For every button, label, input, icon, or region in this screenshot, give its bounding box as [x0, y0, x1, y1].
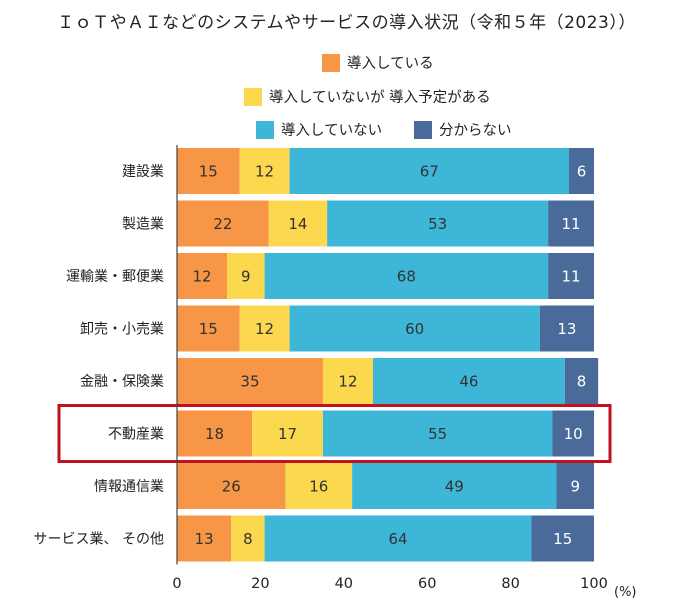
- bar-segment-r4-s1: [322, 358, 373, 404]
- bar-segment-r0-s0: [177, 148, 240, 194]
- bar-segment-r3-s2: [289, 305, 540, 352]
- data-label-r7-s0: 13: [195, 530, 214, 548]
- data-label-r2-s3: 11: [562, 268, 581, 286]
- chart-title: ＩｏＴやＡＩなどのシステムやサービスの導入状況（令和５年（2023））: [57, 13, 636, 33]
- bar-segment-r3-s3: [539, 305, 594, 352]
- data-label-r5-s2: 55: [428, 425, 447, 443]
- bar-segment-r2-s1: [227, 253, 265, 299]
- data-label-r7-s3: 15: [553, 530, 572, 548]
- legend-label-implemented: 導入している: [347, 56, 434, 72]
- data-label-r3-s1: 12: [255, 320, 274, 338]
- category-label-5: 不動産業: [108, 427, 164, 443]
- data-label-r0-s3: 6: [577, 163, 587, 181]
- category-label-1: 製造業: [122, 217, 164, 233]
- x-tick-label-5: 100: [580, 576, 608, 592]
- data-label-r0-s2: 67: [420, 163, 439, 181]
- bar-segment-r3-s1: [239, 305, 290, 352]
- bar-segment-r1-s0: [177, 200, 269, 247]
- data-label-r4-s3: 8: [577, 373, 587, 391]
- legend-label-planned: 導入していないが 導入予定がある: [269, 90, 491, 106]
- data-label-r0-s1: 12: [255, 163, 274, 181]
- legend-item-unknown: 分からない: [414, 119, 512, 140]
- data-label-r5-s0: 18: [205, 425, 224, 443]
- data-label-r6-s0: 26: [222, 478, 241, 496]
- bar-segment-r6-s0: [177, 463, 286, 509]
- x-tick-label-4: 80: [501, 576, 519, 592]
- bar-segment-r7-s1: [231, 515, 265, 562]
- bar-segment-r1-s1: [268, 200, 328, 247]
- legend-swatch-not-implemented: [256, 120, 274, 139]
- data-label-r3-s3: 13: [557, 320, 576, 338]
- bar-segment-r6-s1: [285, 463, 353, 509]
- bar-segment-r0-s1: [239, 148, 290, 194]
- data-label-r4-s0: 35: [240, 373, 259, 391]
- bar-segment-r3-s0: [177, 305, 240, 352]
- data-label-r2-s2: 68: [397, 268, 416, 286]
- category-label-2: 運輸業・郵便業: [66, 269, 164, 285]
- bar-segment-r1-s2: [327, 200, 549, 247]
- data-label-r1-s2: 53: [428, 215, 447, 233]
- category-label-4: 金融・保険業: [80, 374, 164, 390]
- x-tick-label-0: 0: [172, 576, 181, 592]
- x-tick-label-3: 60: [418, 576, 436, 592]
- category-label-3: 卸売・小売業: [80, 322, 164, 338]
- bar-segment-r7-s2: [264, 515, 532, 562]
- data-label-r4-s1: 12: [338, 373, 357, 391]
- bar-segment-r2-s3: [548, 253, 594, 299]
- legend-item-not-implemented: 導入していない: [256, 119, 382, 140]
- data-label-r3-s0: 15: [199, 320, 218, 338]
- data-label-r6-s3: 9: [570, 478, 580, 496]
- bar-segment-r5-s2: [322, 410, 553, 457]
- bar-segment-r7-s3: [531, 515, 594, 562]
- data-label-r7-s1: 8: [243, 530, 253, 548]
- legend-swatch-planned: [244, 87, 262, 106]
- legend-item-implemented: 導入している: [322, 52, 434, 73]
- unit-label: (%): [614, 585, 637, 600]
- bar-segment-r2-s2: [264, 253, 549, 299]
- category-label-7: サービス業、 その他: [34, 532, 164, 548]
- bar-segment-r5-s3: [552, 410, 594, 457]
- data-label-r0-s0: 15: [199, 163, 218, 181]
- data-label-r1-s3: 11: [562, 215, 581, 233]
- data-label-r4-s2: 46: [459, 373, 478, 391]
- legend-swatch-implemented: [322, 53, 340, 72]
- legend-item-planned: 導入していないが 導入予定がある: [244, 86, 491, 107]
- data-label-r2-s1: 9: [241, 268, 251, 286]
- bar-segment-r1-s3: [548, 200, 594, 247]
- bar-segment-r4-s0: [177, 358, 323, 404]
- bar-segment-r0-s2: [289, 148, 569, 194]
- bar-segment-r0-s3: [568, 148, 594, 194]
- data-label-r6-s1: 16: [309, 478, 328, 496]
- bar-segment-r5-s1: [252, 410, 323, 457]
- data-label-r6-s2: 49: [445, 478, 464, 496]
- data-label-r1-s1: 14: [288, 215, 307, 233]
- data-label-r7-s2: 64: [388, 530, 407, 548]
- bar-segment-r4-s3: [564, 358, 599, 404]
- bar-segment-r5-s0: [177, 410, 253, 457]
- highlight-box: [57, 404, 612, 463]
- data-label-r1-s0: 22: [213, 215, 232, 233]
- x-tick-label-2: 40: [335, 576, 353, 592]
- bar-segment-r6-s2: [352, 463, 557, 509]
- bar-segment-r7-s0: [177, 515, 232, 562]
- legend-label-not-implemented: 導入していない: [281, 123, 383, 139]
- data-label-r5-s1: 17: [278, 425, 297, 443]
- data-label-r3-s2: 60: [405, 320, 424, 338]
- data-label-r5-s3: 10: [564, 425, 583, 443]
- legend-swatch-unknown: [414, 120, 432, 139]
- category-label-0: 建設業: [122, 164, 164, 180]
- category-label-6: 情報通信業: [94, 479, 164, 495]
- bar-segment-r2-s0: [177, 253, 228, 299]
- x-tick-label-1: 20: [251, 576, 269, 592]
- data-label-r2-s0: 12: [192, 268, 211, 286]
- bar-segment-r6-s3: [556, 463, 594, 509]
- bar-segment-r4-s2: [372, 358, 565, 404]
- legend-label-unknown: 分からない: [439, 123, 512, 139]
